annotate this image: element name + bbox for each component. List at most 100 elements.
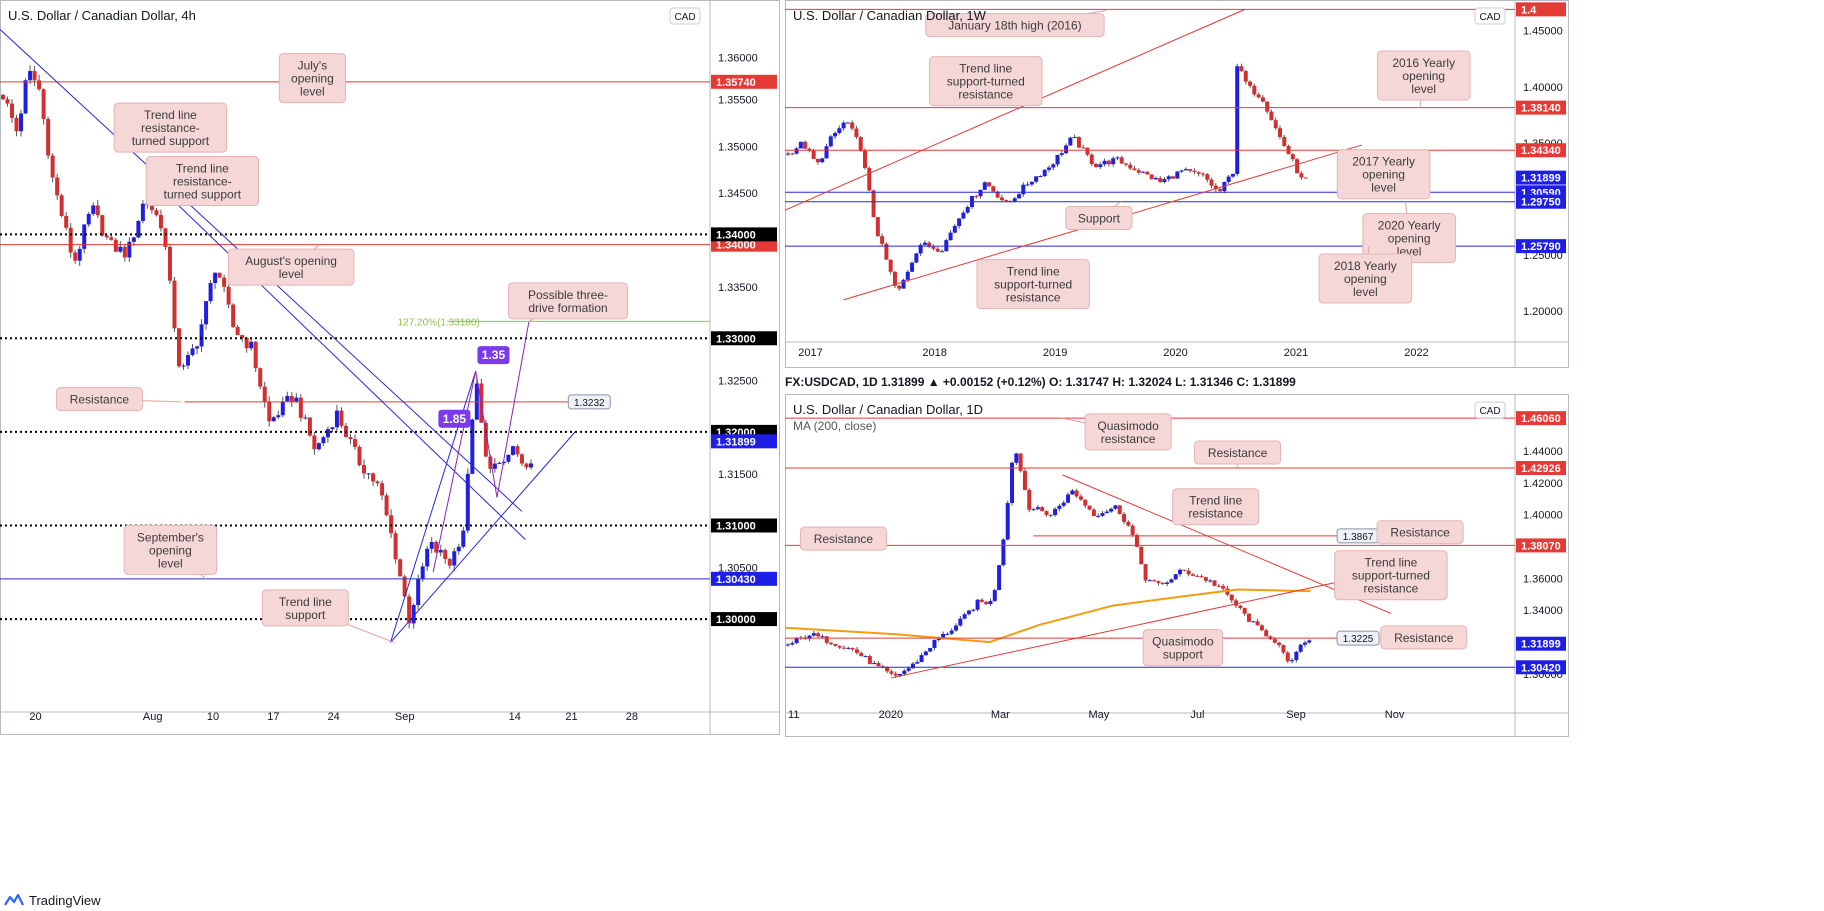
time-axis-tick: 2018 (922, 347, 946, 359)
candle-body (910, 663, 915, 669)
candle-body (1046, 167, 1051, 170)
candle-body (863, 150, 868, 168)
callout-text: Resistance (70, 393, 130, 407)
candle-body (949, 630, 954, 634)
candle-body (888, 259, 893, 272)
candle-body (28, 71, 33, 81)
candle-body (829, 642, 834, 645)
candle-body (816, 633, 821, 637)
callout-text: September's (137, 530, 204, 544)
callout-text: 2016 Yearly (1392, 56, 1455, 70)
candle-body (850, 122, 855, 129)
candle-body (794, 638, 799, 644)
panel-h4: 127.20%(1.33180)1.351.851.3232July'sopen… (0, 0, 780, 735)
candle-body (158, 215, 163, 229)
candle-body (1216, 585, 1221, 587)
candle-body (880, 236, 885, 244)
candle-body (267, 401, 272, 422)
callout-box (113, 102, 228, 153)
level-price-badge-text: 1.35740 (716, 77, 756, 89)
candle-body (1035, 507, 1040, 510)
candle-body (186, 355, 191, 366)
callout-box (1376, 50, 1471, 101)
candle-body (1165, 582, 1170, 584)
candle-body (411, 605, 416, 624)
candle-body (1027, 489, 1032, 510)
candle-body (1272, 639, 1277, 643)
candle-body (1294, 651, 1299, 661)
candle-body (217, 272, 222, 278)
candle-body (1089, 154, 1094, 165)
candle-body (828, 136, 833, 147)
candle-body (1273, 120, 1278, 129)
price-axis-tick: 1.33500 (718, 282, 758, 294)
callout-text: opening (1362, 168, 1405, 182)
candle-body (1290, 154, 1295, 160)
candle-body (1022, 470, 1027, 490)
candle-body (118, 246, 123, 252)
candle-body (919, 655, 924, 663)
candle-body (1012, 198, 1017, 202)
candle-body (1094, 164, 1099, 167)
candle-body (1195, 575, 1200, 577)
candle-body (55, 177, 60, 196)
price-axis-tick: 1.40000 (1523, 510, 1563, 522)
candle-body (122, 246, 127, 258)
callout-box (55, 387, 143, 412)
candle-body (244, 337, 249, 349)
time-axis-tick: 2022 (1404, 347, 1428, 359)
candle-body (1239, 66, 1244, 72)
level-price-badge-text: 1.4 (1521, 4, 1537, 16)
price-tag-value: 1.3232 (574, 398, 605, 409)
candle-body (519, 454, 524, 464)
candle-body (854, 649, 859, 653)
callout-text: Trend line (959, 62, 1012, 76)
time-axis-tick: 24 (328, 711, 340, 723)
level-price-badge-text: 1.46060 (1521, 413, 1561, 425)
candle-body (1081, 147, 1086, 149)
candle-body (402, 576, 407, 597)
candle-body (1178, 569, 1183, 575)
candle-body (1169, 579, 1174, 583)
candle-body (961, 212, 966, 219)
last-price-badge-text: 1.31899 (1521, 639, 1561, 651)
candle-body (37, 80, 42, 90)
candle-body (1162, 179, 1167, 182)
currency-badge (669, 7, 701, 25)
time-axis-tick: Sep (1286, 709, 1306, 721)
price-tag-value: 1.3225 (1343, 634, 1374, 645)
candle-body (190, 348, 195, 356)
candle-body (307, 417, 312, 436)
callout-text: opening (1388, 232, 1431, 246)
candle-body (86, 213, 91, 225)
candle-body (1307, 640, 1312, 643)
candle-body (1098, 164, 1103, 167)
price-axis-tick: 1.36000 (1523, 573, 1563, 585)
currency-badge (1474, 401, 1506, 419)
candle-body (794, 148, 799, 154)
time-axis-tick: 2020 (879, 709, 903, 721)
price-axis-tick: 1.35000 (718, 141, 758, 153)
candle-body (1281, 644, 1286, 653)
candle-body (807, 148, 812, 151)
candle-body (928, 647, 933, 652)
candle-body (1034, 176, 1039, 182)
candle-body (195, 346, 200, 349)
candle-body (872, 663, 877, 665)
callout-text: Resistance (1208, 446, 1268, 460)
callout-text: 2017 Yearly (1352, 155, 1415, 169)
last-price-badge-text: 1.31899 (716, 436, 756, 448)
tradingview-logo-icon (4, 893, 24, 906)
candle-body (1171, 176, 1176, 179)
candle-body (931, 246, 936, 249)
candle-body (927, 242, 932, 247)
candle-body (181, 365, 186, 367)
callout-text: opening (1402, 69, 1445, 83)
candle-body (1018, 453, 1023, 471)
candle-body (289, 395, 294, 402)
candle-body (1091, 509, 1096, 517)
candle-body (954, 625, 959, 631)
candle-body (222, 277, 227, 287)
trend-line (432, 370, 477, 573)
candle-body (798, 141, 803, 149)
